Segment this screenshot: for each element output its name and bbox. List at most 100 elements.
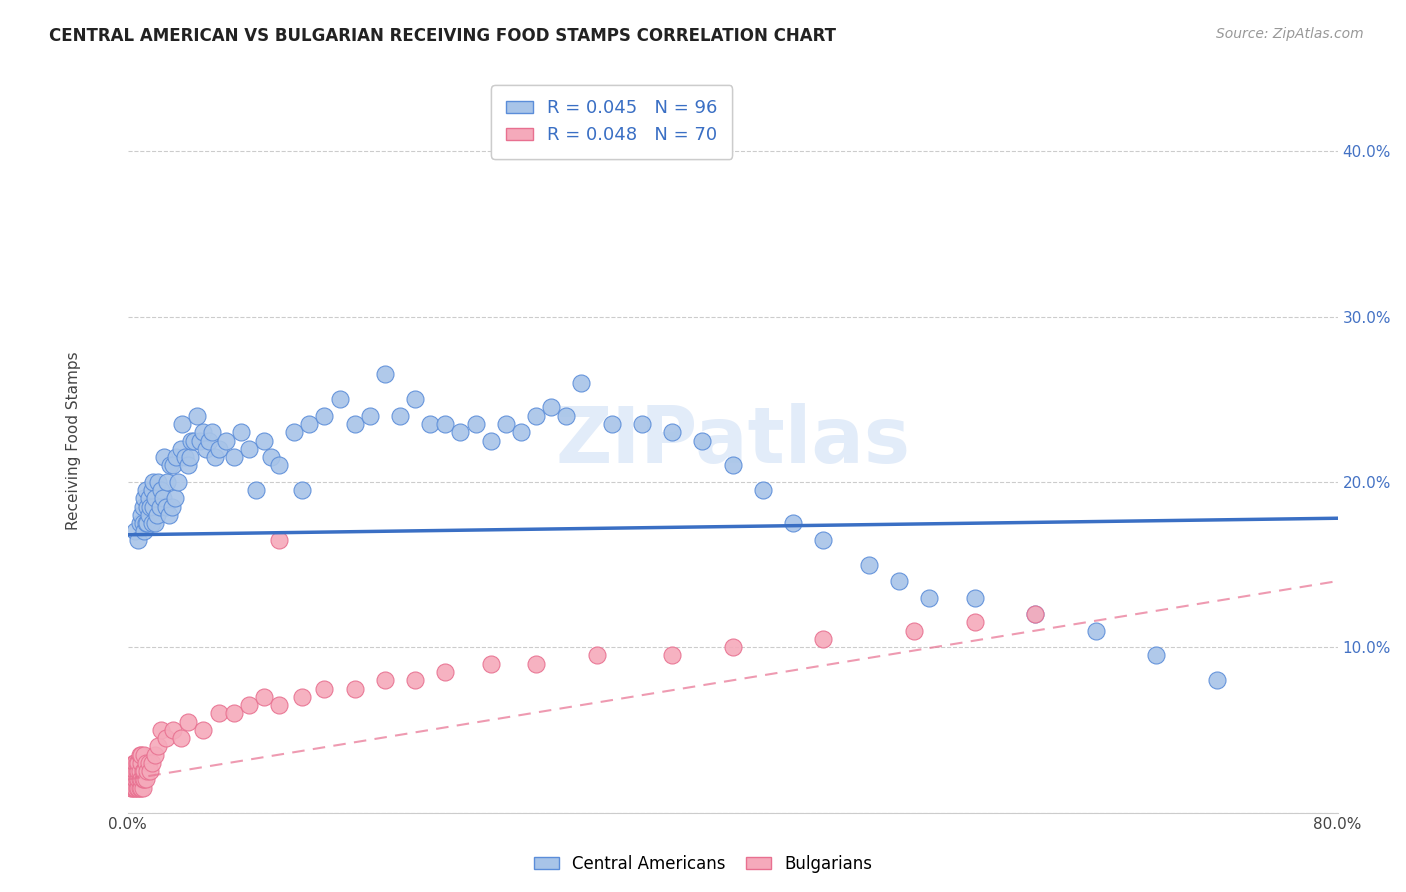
Point (150, 483, 173, 497)
Point (136, 516, 159, 531)
Point (132, 764, 155, 779)
Point (238, 698, 260, 712)
Point (721, 640, 744, 655)
Point (128, 747, 150, 762)
Point (661, 425, 683, 440)
Point (157, 508, 180, 522)
Point (585, 648, 607, 663)
Point (166, 475, 188, 489)
Point (524, 657, 547, 671)
Point (160, 500, 183, 514)
Point (172, 417, 194, 431)
Point (131, 780, 153, 795)
Point (253, 690, 276, 704)
Point (124, 764, 146, 779)
Point (132, 500, 155, 514)
Point (139, 764, 162, 779)
Point (135, 483, 157, 497)
Point (963, 615, 986, 630)
Point (152, 491, 174, 506)
Point (127, 780, 149, 795)
Point (141, 516, 163, 531)
Point (138, 508, 160, 522)
Point (858, 558, 880, 572)
Point (138, 756, 160, 770)
Point (1084, 624, 1107, 638)
Legend: R = 0.045   N = 96, R = 0.048   N = 70: R = 0.045 N = 96, R = 0.048 N = 70 (491, 85, 733, 159)
Point (238, 442, 260, 456)
Point (1024, 607, 1046, 621)
Point (752, 483, 775, 497)
Point (887, 574, 910, 588)
Point (125, 756, 148, 770)
Point (555, 409, 578, 423)
Point (267, 698, 290, 712)
Point (134, 747, 156, 762)
Point (139, 500, 162, 514)
Point (170, 731, 193, 746)
Point (177, 458, 200, 473)
Point (134, 772, 156, 787)
Point (479, 657, 502, 671)
Point (245, 483, 267, 497)
Point (132, 516, 155, 531)
Point (131, 756, 153, 770)
Point (127, 756, 149, 770)
Point (141, 483, 163, 497)
Point (121, 764, 143, 779)
Point (134, 491, 156, 506)
Point (132, 780, 155, 795)
Point (540, 401, 562, 415)
Point (571, 376, 593, 390)
Point (631, 417, 654, 431)
Point (782, 516, 804, 531)
Point (190, 434, 212, 448)
Point (661, 648, 683, 663)
Point (131, 508, 153, 522)
Point (260, 450, 283, 464)
Point (495, 417, 517, 431)
Point (343, 681, 366, 696)
Point (231, 425, 253, 440)
Point (124, 780, 146, 795)
Point (145, 508, 167, 522)
Point (138, 491, 160, 506)
Point (291, 690, 314, 704)
Point (128, 764, 150, 779)
Point (198, 434, 221, 448)
Point (186, 409, 208, 423)
Point (156, 475, 179, 489)
Point (155, 500, 177, 514)
Point (120, 764, 142, 779)
Point (918, 591, 941, 605)
Point (298, 417, 321, 431)
Point (963, 591, 986, 605)
Point (524, 409, 547, 423)
Point (283, 425, 305, 440)
Point (124, 772, 146, 787)
Point (404, 673, 426, 688)
Point (510, 425, 533, 440)
Point (128, 780, 150, 795)
Point (162, 458, 184, 473)
Point (170, 442, 193, 456)
Point (419, 417, 441, 431)
Point (179, 450, 201, 464)
Point (183, 434, 205, 448)
Point (136, 500, 159, 514)
Point (124, 756, 146, 770)
Point (328, 392, 350, 407)
Point (134, 764, 156, 779)
Point (215, 434, 238, 448)
Point (267, 533, 290, 547)
Point (1205, 673, 1227, 688)
Point (142, 500, 165, 514)
Point (128, 516, 150, 531)
Point (146, 739, 169, 754)
Point (159, 458, 181, 473)
Point (122, 780, 145, 795)
Point (148, 500, 170, 514)
Text: CENTRAL AMERICAN VS BULGARIAN RECEIVING FOOD STAMPS CORRELATION CHART: CENTRAL AMERICAN VS BULGARIAN RECEIVING … (49, 27, 837, 45)
Point (177, 714, 200, 729)
Point (314, 409, 336, 423)
